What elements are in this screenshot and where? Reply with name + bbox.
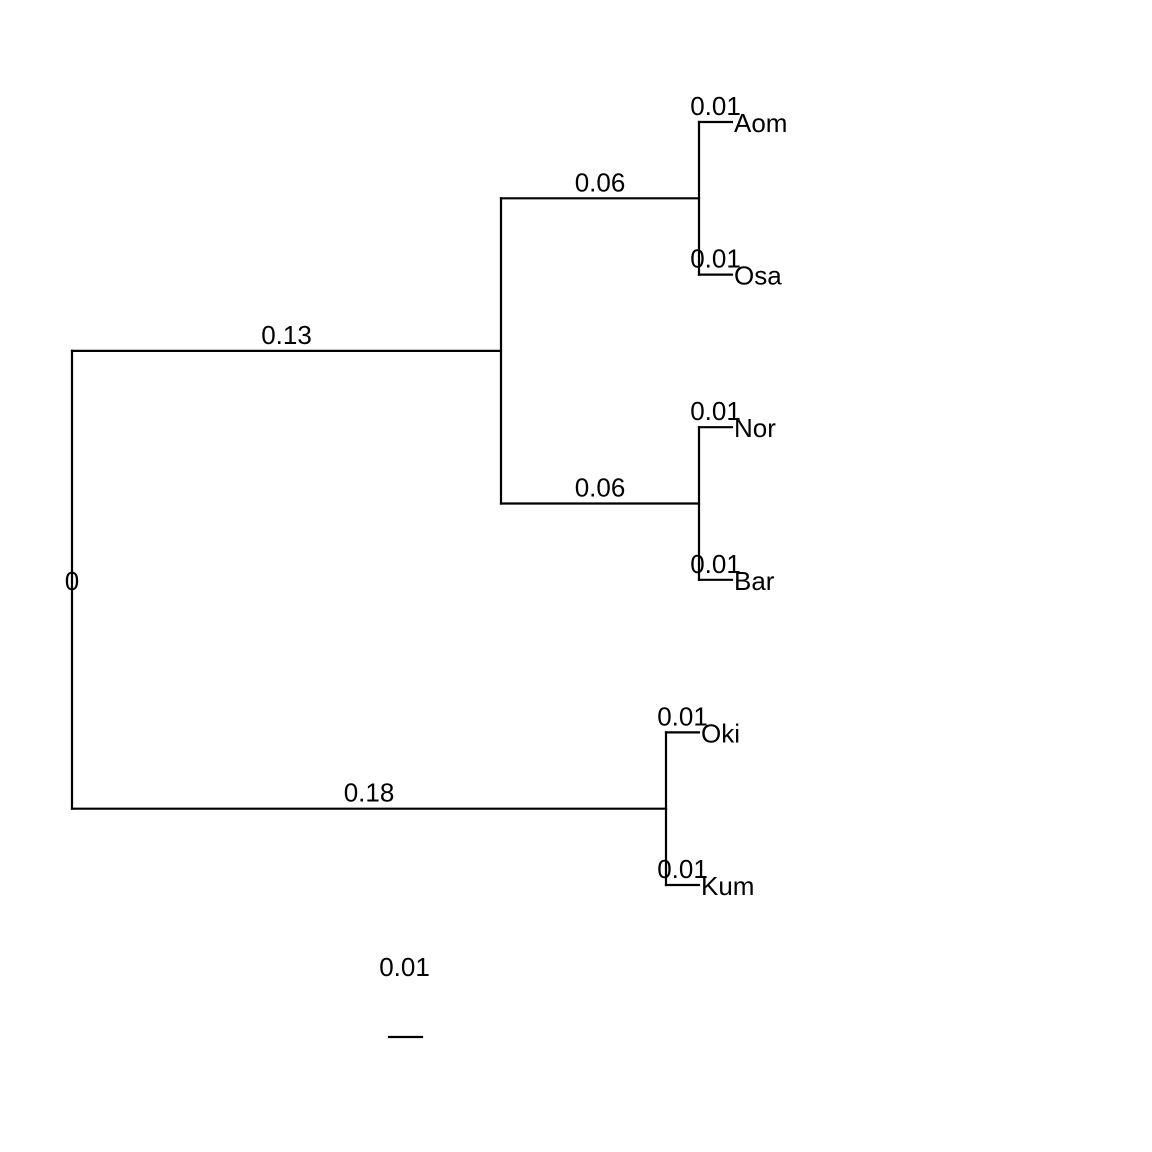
branch-length-label-Nor: 0.01 [690, 396, 741, 426]
tree-labels: 0.130.060.060.180.01Aom0.01Osa0.01Nor0.0… [65, 91, 788, 901]
branch-length-label-Oki: 0.01 [657, 701, 708, 731]
tip-label-Nor: Nor [734, 413, 776, 443]
branch-length-label-Bar: 0.01 [690, 549, 741, 579]
tip-label-Oki: Oki [701, 718, 740, 748]
scale-bar: 0.01 [379, 952, 430, 1039]
tip-label-Bar: Bar [734, 566, 775, 596]
branch-length-label-n2: 0.06 [575, 167, 626, 197]
branch-length-label-n4: 0.18 [344, 778, 395, 808]
tip-label-Aom: Aom [734, 108, 787, 138]
tree-branches [70, 120, 734, 887]
branch-length-label-n1: 0.13 [261, 320, 312, 350]
branch-length-label-n3: 0.06 [575, 473, 626, 503]
tip-label-Kum: Kum [701, 871, 754, 901]
root-label: 0 [65, 566, 79, 596]
tip-label-Osa: Osa [734, 261, 782, 291]
branch-length-label-Kum: 0.01 [657, 854, 708, 884]
branch-length-label-Aom: 0.01 [690, 91, 741, 121]
scale-bar-label: 0.01 [379, 952, 430, 982]
branch-length-label-Osa: 0.01 [690, 244, 741, 274]
